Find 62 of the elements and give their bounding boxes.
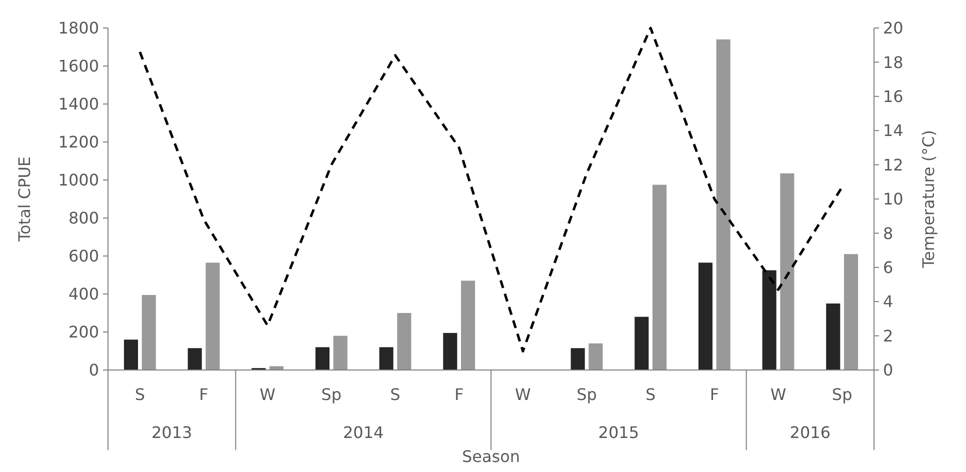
y-tick-label: 1200	[58, 132, 99, 152]
y2-tick-label: 20	[883, 18, 904, 38]
bar	[379, 347, 394, 370]
x-tick-label: S	[646, 385, 656, 404]
bar	[780, 173, 794, 370]
x-tick-label: F	[454, 385, 464, 404]
y-tick-label: 1000	[58, 170, 99, 190]
bar	[315, 347, 330, 370]
y2-tick-label: 16	[883, 87, 904, 106]
bar	[570, 348, 585, 370]
bar	[762, 270, 776, 370]
y-tick-label: 0	[88, 360, 99, 380]
bar	[461, 280, 476, 370]
y2-tick-label: 0	[883, 360, 894, 380]
bar	[826, 304, 840, 370]
y-tick-label: 1800	[58, 18, 99, 38]
x-tick-label: S	[390, 385, 400, 404]
text: 2016	[790, 423, 831, 442]
y-tick-label: 400	[68, 284, 99, 304]
x-tick-label: F	[710, 385, 720, 404]
bar	[124, 340, 138, 370]
text: 2014	[342, 423, 384, 442]
y-tick-label: 800	[68, 208, 99, 228]
bar	[142, 294, 156, 370]
x-tick-label: S	[134, 385, 145, 404]
bar	[716, 39, 730, 370]
bar	[698, 262, 712, 370]
y2-tick-label: 6	[883, 258, 894, 277]
x-tick-label: Sp	[576, 385, 597, 404]
x-tick-label: F	[199, 385, 208, 404]
bar	[188, 348, 202, 370]
bar	[652, 184, 667, 370]
y-tick-label: 1400	[58, 94, 99, 114]
bar	[443, 332, 458, 370]
x-axis-title: Season	[462, 447, 520, 466]
y-tick-label: 600	[68, 246, 99, 266]
y2-tick-label: 10	[883, 190, 904, 209]
bar	[844, 254, 858, 370]
y2-tick-label: 12	[883, 155, 904, 174]
y2-tick-label: 4	[883, 292, 894, 312]
x-tick-label: W	[770, 385, 786, 404]
text: 2013	[151, 423, 192, 442]
x-tick-label: Sp	[832, 385, 852, 404]
y2-tick-label: 8	[883, 224, 894, 243]
bar	[333, 336, 348, 370]
y-tick-label: 200	[68, 322, 99, 342]
text: 2015	[598, 423, 640, 442]
line-series	[138, 26, 844, 352]
y2-axis-title: Temperature (°C)	[919, 130, 938, 270]
x-tick-label: W	[260, 385, 276, 404]
x-tick-label: Sp	[321, 385, 342, 404]
bar	[270, 366, 284, 370]
y-axis-title: Total CPUE	[15, 156, 34, 243]
y2-tick-label: 18	[883, 52, 904, 72]
bar	[588, 343, 603, 370]
bar	[397, 313, 412, 370]
y2-tick-label: 2	[883, 326, 894, 346]
x-tick-label: W	[515, 385, 532, 404]
y2-tick-label: 14	[883, 121, 904, 140]
bar	[634, 316, 649, 370]
bar	[206, 262, 220, 370]
y-tick-label: 1600	[58, 56, 99, 76]
